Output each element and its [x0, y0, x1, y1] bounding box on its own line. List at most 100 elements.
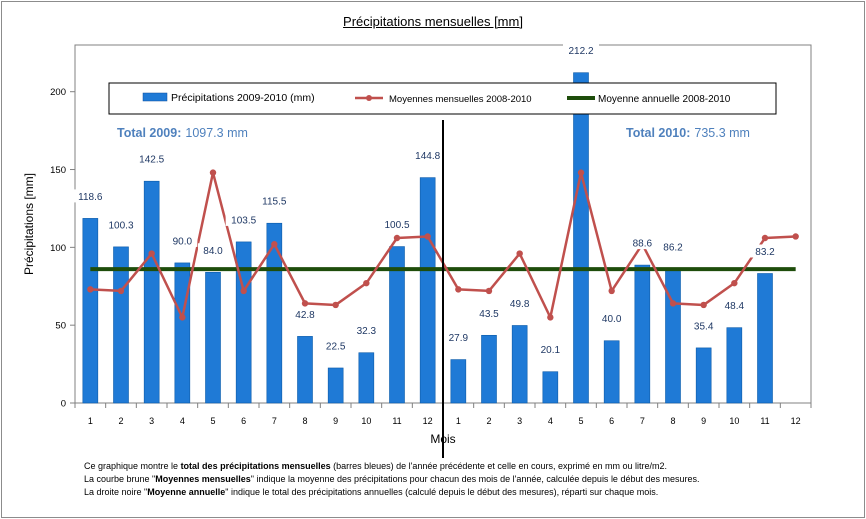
bar	[358, 352, 375, 404]
legend-bar-label: Précipitations 2009-2010 (mm)	[171, 92, 315, 104]
bar	[542, 371, 559, 404]
x-tick-label: 12	[791, 416, 801, 426]
bar-label-bg	[167, 233, 198, 247]
bar-label: 86.2	[663, 242, 683, 253]
x-tick-label: 7	[272, 416, 277, 426]
x-tick-label: 12	[423, 416, 433, 426]
bar	[297, 336, 313, 404]
monthly-average-point	[608, 287, 615, 295]
bar-label: 40.0	[602, 314, 622, 325]
x-tick-label: 5	[578, 416, 583, 426]
bar-label-bg	[596, 311, 627, 325]
monthly-average-point	[485, 287, 493, 295]
bar-label-bg	[409, 148, 446, 162]
monthly-average-point	[700, 301, 707, 309]
bar	[665, 268, 681, 404]
bar	[603, 340, 620, 404]
bar-label-bg	[225, 212, 262, 226]
y-tick-label: 50	[55, 321, 66, 332]
monthly-average-point	[332, 301, 339, 309]
monthly-average-point	[179, 314, 186, 321]
monthly-average-point	[363, 279, 370, 287]
monthly-average-point	[516, 250, 523, 257]
bar-label-bg	[351, 323, 382, 337]
bar-label-bg	[379, 217, 415, 231]
bar-label: 118.6	[78, 192, 103, 203]
bar-labels: 118.6 100.3 142.5 90.0 84.0 103.5 115.5 42.8 22.…	[72, 43, 780, 356]
bar-label: 48.4	[725, 301, 745, 312]
monthly-average-point	[87, 286, 94, 293]
bar-label-bg	[719, 298, 750, 312]
bar-label: 115.5	[262, 197, 287, 208]
bar-label: 27.9	[449, 333, 469, 344]
bar-label-bg	[320, 338, 351, 352]
x-tick-label: 4	[180, 416, 185, 426]
bar	[481, 334, 497, 404]
monthly-average-point	[148, 250, 155, 257]
total-2009-annotation: Total 2009: 1097.3 mm	[117, 126, 248, 140]
monthly-average-point	[792, 233, 799, 240]
bar	[389, 246, 405, 404]
bar	[327, 367, 344, 404]
bar	[695, 347, 712, 404]
bar-label: 88.6	[633, 239, 653, 250]
bar-label: 20.1	[541, 345, 561, 356]
bar	[573, 72, 589, 404]
x-tick-label: 2	[118, 416, 123, 426]
caption-line-1: Ce graphique montre le total des précipi…	[84, 461, 667, 471]
bar-label-bg	[474, 306, 504, 320]
bar-label: 100.5	[384, 220, 409, 231]
bar-label-bg	[72, 189, 109, 203]
bar-label: 100.3	[108, 220, 133, 231]
x-tick-label: 1	[88, 416, 93, 426]
bar-label-bg	[103, 217, 139, 231]
monthly-average-point	[301, 300, 309, 307]
x-tick-label: 6	[241, 416, 246, 426]
y-tick-label: 0	[61, 399, 66, 410]
bar	[143, 180, 160, 404]
x-tick-label: 8	[670, 416, 675, 426]
total-2010-annotation: Total 2010: 735.3 mm	[626, 126, 750, 140]
bar	[634, 264, 651, 404]
monthly-average-point	[455, 286, 462, 293]
monthly-average-point	[731, 279, 738, 287]
y-tick-label: 100	[50, 243, 66, 254]
legend: Précipitations 2009-2010 (mm) Moyennes m…	[108, 82, 777, 115]
x-tick-label: 10	[729, 416, 739, 426]
x-tick-label: 9	[333, 416, 338, 426]
bar-label-bg	[290, 307, 320, 321]
bar-label: 42.8	[295, 310, 315, 321]
bar-label-bg	[535, 342, 566, 356]
x-tick-label: 7	[640, 416, 645, 426]
bar-label-bg	[256, 194, 293, 208]
monthly-average-point	[209, 169, 217, 176]
caption-line-2: La courbe brune "Moyennes mensuelles" in…	[84, 474, 700, 484]
bar-label: 35.4	[694, 321, 714, 332]
bar-label: 103.5	[231, 215, 256, 226]
monthly-average-point	[761, 234, 769, 242]
bar-label-bg	[563, 43, 599, 57]
bar	[235, 241, 252, 404]
monthly-average-point	[271, 241, 278, 248]
bar	[726, 327, 743, 404]
legend-monthly-label: Moyennes mensuelles 2008-2010	[389, 94, 532, 105]
x-tick-label: 3	[517, 416, 522, 426]
bar-label-bg	[750, 244, 780, 258]
bar-label: 83.2	[755, 247, 775, 258]
bar	[82, 218, 99, 404]
x-tick-label: 10	[361, 416, 371, 426]
bar	[757, 273, 773, 404]
x-tick-label: 8	[302, 416, 307, 426]
bar-label: 90.0	[173, 236, 193, 247]
monthly-average-point	[577, 169, 585, 176]
bar-label: 84.0	[203, 246, 223, 257]
legend-monthly-marker	[366, 95, 372, 101]
bar-label-bg	[504, 296, 535, 310]
bar-label-bg	[443, 330, 474, 344]
chart-caption: Ce graphique montre le total des précipi…	[84, 460, 844, 499]
x-tick-label: 11	[392, 416, 401, 426]
monthly-average-point	[240, 287, 247, 295]
x-tick-label: 1	[456, 416, 461, 426]
bar-label: 22.5	[326, 341, 346, 352]
